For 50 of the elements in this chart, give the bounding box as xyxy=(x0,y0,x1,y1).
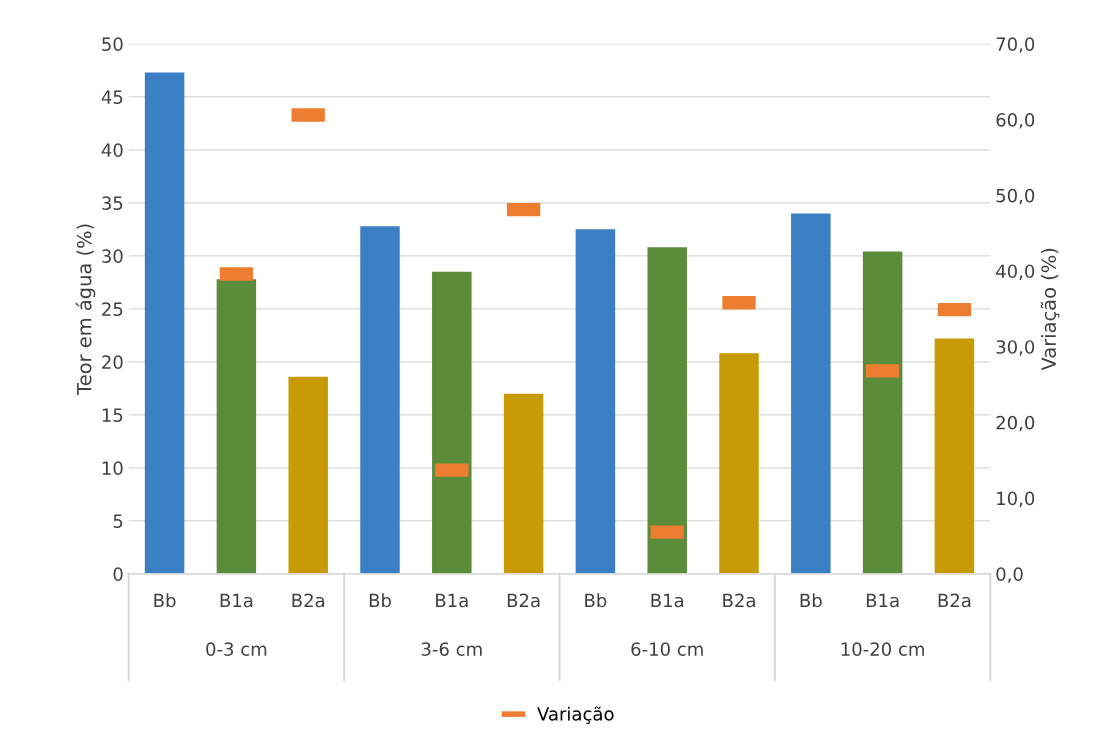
bar xyxy=(575,229,616,574)
y2-tick-label: 40,0 xyxy=(996,264,1035,280)
y-tick-label: 35 xyxy=(102,196,123,210)
text: 0-3 cm xyxy=(206,642,267,656)
bar xyxy=(934,338,975,574)
x-tick-label: B1a xyxy=(220,593,253,608)
x-tick-label: B2a xyxy=(723,593,755,608)
bar xyxy=(288,376,328,574)
x-tick-label: Bb xyxy=(585,593,607,608)
legend-label: Variação xyxy=(537,706,614,724)
x-tick-label: B1a xyxy=(436,593,468,608)
y2-tick-label: 50,0 xyxy=(996,188,1035,205)
text: 10-20 cm xyxy=(841,642,924,656)
x-tick-label: B2a xyxy=(292,593,325,608)
bar xyxy=(216,279,257,574)
y-tick-label: 45 xyxy=(101,90,123,104)
bar xyxy=(719,353,759,574)
bar xyxy=(791,213,831,574)
x-tick-label: B1a xyxy=(866,593,899,608)
y2-tick-label: 60,0 xyxy=(996,113,1035,129)
text: 3-6 cm xyxy=(421,642,482,656)
x-tick-label: Bb xyxy=(154,593,176,608)
bar xyxy=(647,247,687,574)
y-axis-title: Teor em água (%) xyxy=(75,224,96,395)
bar xyxy=(862,251,903,574)
y-tick-label: 0 xyxy=(113,567,123,581)
y2-tick-label: 20,0 xyxy=(996,415,1035,432)
y2-tick-label: 10,0 xyxy=(997,491,1035,508)
y-tick-label: 10 xyxy=(102,461,123,475)
x-tick-label: B2a xyxy=(507,593,540,608)
y2-tick-label: 70,0 xyxy=(996,37,1035,53)
x-tick-label: B1a xyxy=(651,593,684,608)
bar xyxy=(432,271,472,574)
y2-tick-label: 0,0 xyxy=(996,567,1023,583)
y-tick-label: 15 xyxy=(102,408,123,422)
y-tick-label: 30 xyxy=(102,249,123,263)
x-tick-label: Bb xyxy=(369,593,391,608)
bar xyxy=(360,226,400,574)
y-tick-label: 25 xyxy=(102,302,123,316)
y-tick-label: 50 xyxy=(102,37,123,51)
bar xyxy=(503,393,544,574)
y-tick-label: 5 xyxy=(113,514,123,528)
y2-axis-title: Variação (%) xyxy=(1040,248,1060,371)
x-tick-label: Bb xyxy=(800,593,822,608)
bar xyxy=(144,72,185,574)
y-tick-label: 20 xyxy=(102,355,123,369)
y2-tick-label: 30,0 xyxy=(996,340,1035,356)
x-tick-label: B2a xyxy=(938,593,971,608)
y-tick-label: 40 xyxy=(101,143,123,157)
text: 6-10 cm xyxy=(631,642,703,656)
